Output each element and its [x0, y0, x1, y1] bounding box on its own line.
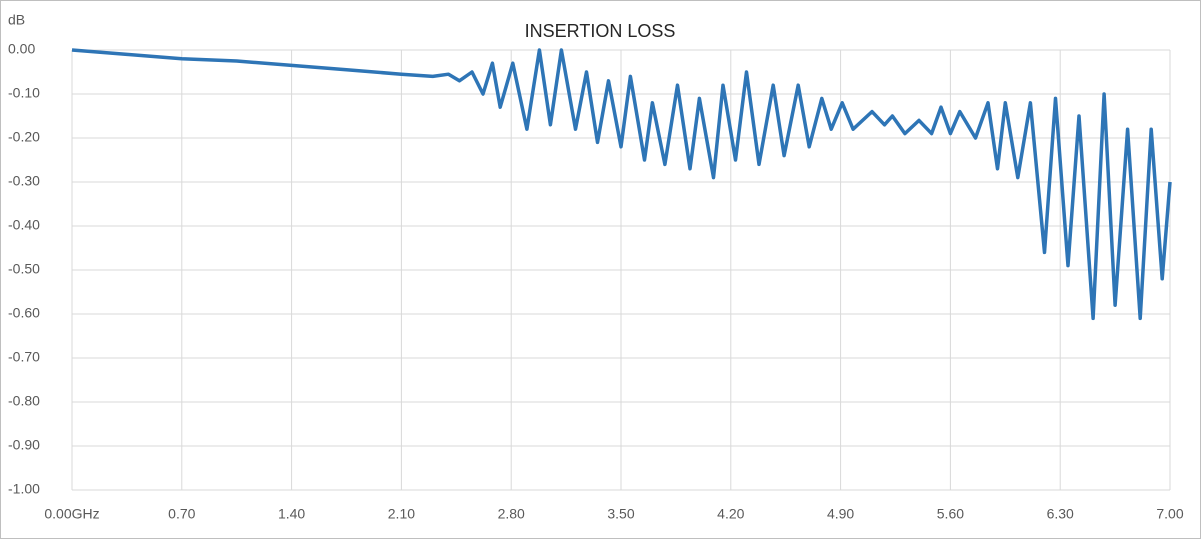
chart-title: INSERTION LOSS: [525, 21, 676, 41]
x-tick-label: 0.70: [168, 506, 195, 522]
data-line: [71, 48, 1172, 321]
y-tick-label: -0.30: [8, 173, 40, 189]
y-tick-label: -0.10: [8, 85, 40, 101]
x-tick-label: 6.30: [1047, 506, 1074, 522]
x-tick-label: 5.60: [937, 506, 964, 522]
x-tick-label: 7.00: [1156, 506, 1183, 522]
x-tick-label: 2.10: [388, 506, 415, 522]
y-tick-label: -0.50: [8, 261, 40, 277]
x-tick-label: 1.40: [278, 506, 305, 522]
x-tick-label: 3.50: [607, 506, 634, 522]
y-axis-label: dB: [8, 12, 25, 28]
x-tick-label: 4.20: [717, 506, 744, 522]
x-tick-label: 4.90: [827, 506, 854, 522]
y-tick-label: -0.60: [8, 305, 40, 321]
y-tick-label: -0.90: [8, 437, 40, 453]
y-tick-label: -0.80: [8, 393, 40, 409]
y-tick-label: 0.00: [8, 41, 35, 57]
y-tick-label: -0.40: [8, 217, 40, 233]
y-tick-label: -1.00: [8, 481, 40, 497]
x-tick-label: 2.80: [498, 506, 525, 522]
x-tick-label: 0.00GHz: [44, 506, 99, 522]
y-tick-label: -0.20: [8, 129, 40, 145]
y-tick-label: -0.70: [8, 349, 40, 365]
